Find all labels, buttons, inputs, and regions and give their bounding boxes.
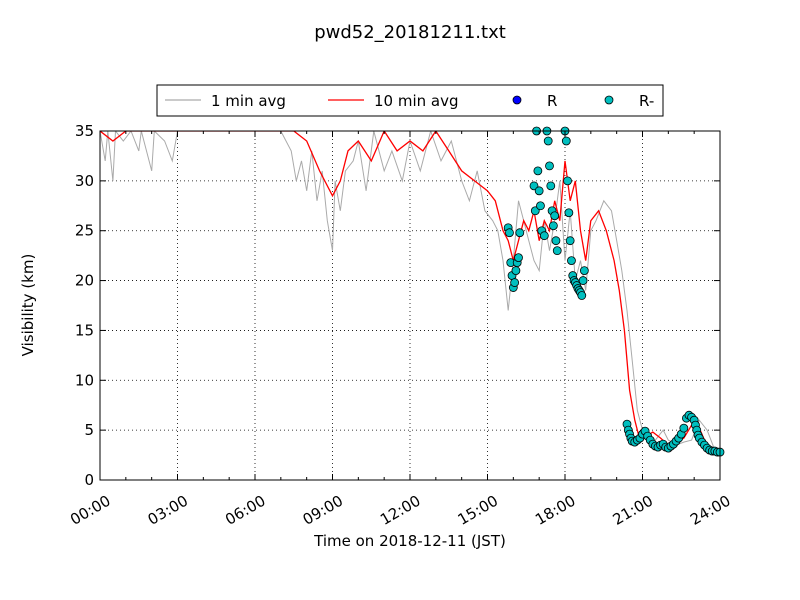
data-point (564, 208, 574, 218)
legend-label-0: 1 min avg (211, 92, 286, 110)
data-point (546, 181, 556, 191)
data-point (561, 136, 571, 146)
data-point (543, 136, 553, 146)
x-tick-label: 15:00 (455, 492, 501, 529)
y-tick-label: 25 (75, 222, 94, 240)
y-tick-label: 20 (75, 272, 94, 290)
data-point (565, 236, 575, 246)
grid-lines (100, 131, 720, 480)
data-point (679, 423, 689, 433)
y-tick-label: 15 (75, 321, 94, 339)
data-point (534, 186, 544, 196)
data-point (551, 236, 561, 246)
data-point (539, 231, 549, 241)
data-point (505, 228, 514, 238)
series-points (503, 126, 725, 457)
x-tick-label: 03:00 (145, 492, 191, 529)
legend-box (156, 84, 664, 117)
y-tick-label: 30 (75, 172, 94, 190)
data-point (567, 256, 576, 266)
x-axis: 00:00 03:00 06:00 09:00 12:00 15:00 18:00 21:00… (67, 131, 734, 529)
x-tick-label: 00:00 (67, 492, 113, 529)
data-point (578, 276, 588, 285)
data-point (514, 253, 523, 263)
data-point (552, 246, 562, 256)
data-point (548, 221, 558, 231)
y-axis: 0 5 10 15 20 25 30 35 (75, 122, 720, 489)
x-tick-label: 24:00 (687, 492, 733, 529)
x-tick-label: 18:00 (532, 492, 578, 529)
legend-label-3: R- (639, 92, 654, 110)
x-tick-label: 06:00 (222, 492, 268, 529)
legend-label-1: 10 min avg (374, 92, 459, 110)
x-axis-label: Time on 2018-12-11 (JST) (313, 532, 506, 550)
data-point (577, 291, 587, 300)
data-point (511, 266, 521, 276)
y-tick-label: 35 (75, 122, 94, 140)
data-point (536, 201, 545, 211)
y-tick-label: 5 (84, 421, 94, 439)
data-point (563, 176, 572, 186)
legend-swatch-2 (512, 95, 522, 105)
data-point (545, 161, 554, 171)
legend-label-2: R (547, 92, 557, 110)
series-line-0 (100, 131, 720, 453)
data-point (579, 266, 589, 276)
data-point (510, 278, 520, 287)
x-tick-label: 12:00 (377, 492, 423, 529)
x-tick-label: 09:00 (300, 492, 346, 529)
y-axis-label: Visibility (km) (19, 254, 37, 357)
data-point (515, 228, 525, 238)
data-point (550, 211, 560, 221)
y-tick-label: 10 (75, 371, 94, 389)
data-point (533, 166, 543, 176)
legend: 1 min avg 10 min avg R R- (156, 84, 664, 117)
y-tick-label: 0 (84, 471, 94, 489)
chart-title: pwd52_20181211.txt (314, 22, 506, 43)
legend-swatch-3 (604, 95, 614, 105)
x-tick-label: 21:00 (610, 492, 656, 529)
